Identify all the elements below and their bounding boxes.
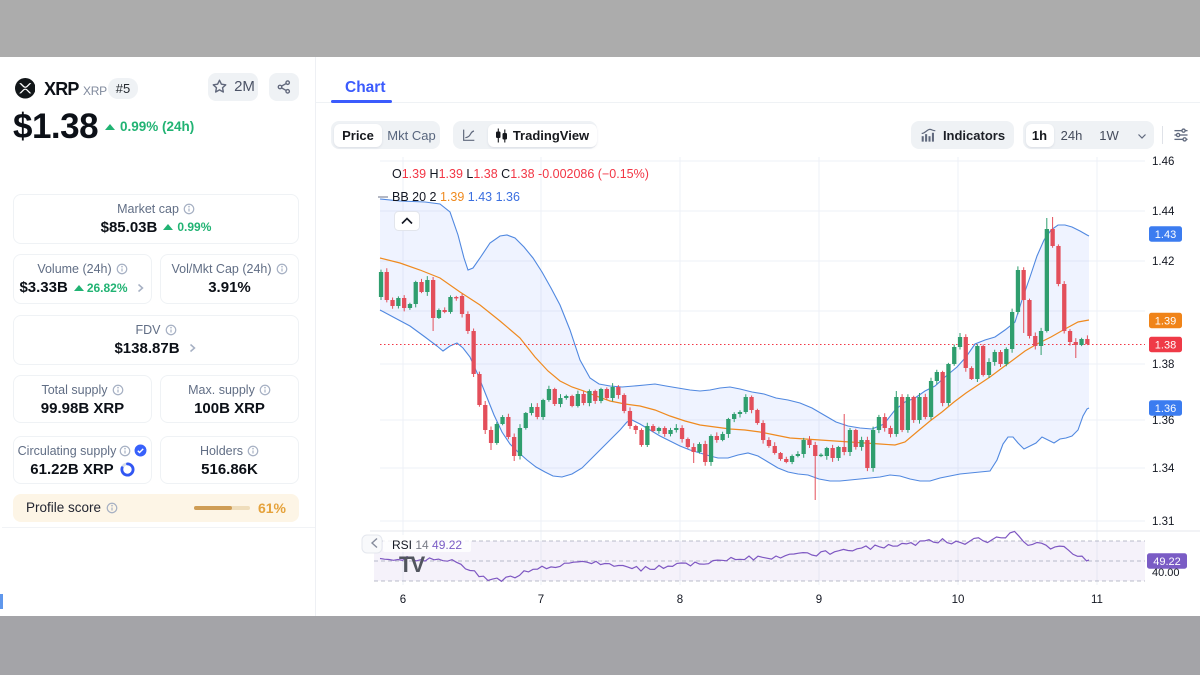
svg-text:BB 20 2 1.39 1.43 1.36: BB 20 2 1.39 1.43 1.36	[392, 190, 520, 204]
svg-text:8: 8	[677, 594, 683, 606]
svg-text:1.36: 1.36	[1155, 403, 1176, 415]
svg-text:1.34: 1.34	[1152, 463, 1175, 475]
svg-text:1.39: 1.39	[1155, 316, 1176, 328]
svg-text:1.43: 1.43	[1155, 229, 1176, 241]
svg-text:7: 7	[538, 594, 544, 606]
svg-text:1.44: 1.44	[1152, 206, 1175, 218]
svg-text:49.22: 49.22	[1153, 556, 1181, 568]
svg-text:6: 6	[400, 594, 406, 606]
svg-text:1.42: 1.42	[1152, 256, 1174, 268]
svg-text:9: 9	[816, 594, 822, 606]
svg-text:O1.39 H1.39 L1.38 C1.38 -0: O1.39 H1.39 L1.38 C1.38 -0.002086 (−0.15…	[392, 167, 649, 181]
svg-text:1.38: 1.38	[1155, 340, 1176, 352]
svg-text:1.46: 1.46	[1152, 156, 1174, 168]
svg-text:11: 11	[1091, 594, 1103, 606]
svg-text:RSI 14 49.22: RSI 14 49.22	[392, 538, 462, 552]
svg-text:1.36: 1.36	[1152, 415, 1174, 427]
svg-text:40.00: 40.00	[1152, 567, 1180, 579]
svg-text:1.31: 1.31	[1152, 516, 1174, 528]
svg-text:10: 10	[952, 594, 965, 606]
svg-text:1.38: 1.38	[1152, 359, 1174, 371]
svg-text:TV: TV	[399, 552, 425, 577]
